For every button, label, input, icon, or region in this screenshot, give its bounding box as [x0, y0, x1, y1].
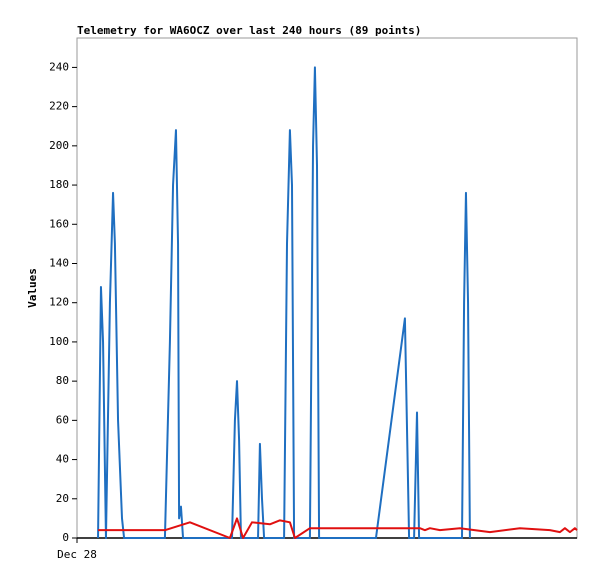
- y-tick-label: 120: [49, 296, 69, 309]
- y-tick-label: 240: [49, 60, 69, 73]
- series-line: [97, 66, 471, 539]
- y-tick-label: 0: [62, 531, 69, 544]
- y-tick-label: 40: [56, 453, 69, 466]
- series-line: [98, 517, 578, 539]
- y-tick-label: 20: [56, 492, 69, 505]
- y-tick-label: 100: [49, 335, 69, 348]
- y-tick-label: 160: [49, 217, 69, 230]
- chart-title: Telemetry for WA6OCZ over last 240 hours…: [77, 24, 421, 37]
- y-axis-label: Values: [26, 268, 39, 308]
- y-tick-label: 60: [56, 413, 69, 426]
- y-tick-label: 140: [49, 256, 69, 269]
- y-tick-label: 80: [56, 374, 69, 387]
- plot-frame: [76, 37, 578, 539]
- x-tick-label: Dec 28: [57, 548, 97, 561]
- y-tick-label: 200: [49, 139, 69, 152]
- y-tick-label: 220: [49, 100, 69, 113]
- y-tick-label: 180: [49, 178, 69, 191]
